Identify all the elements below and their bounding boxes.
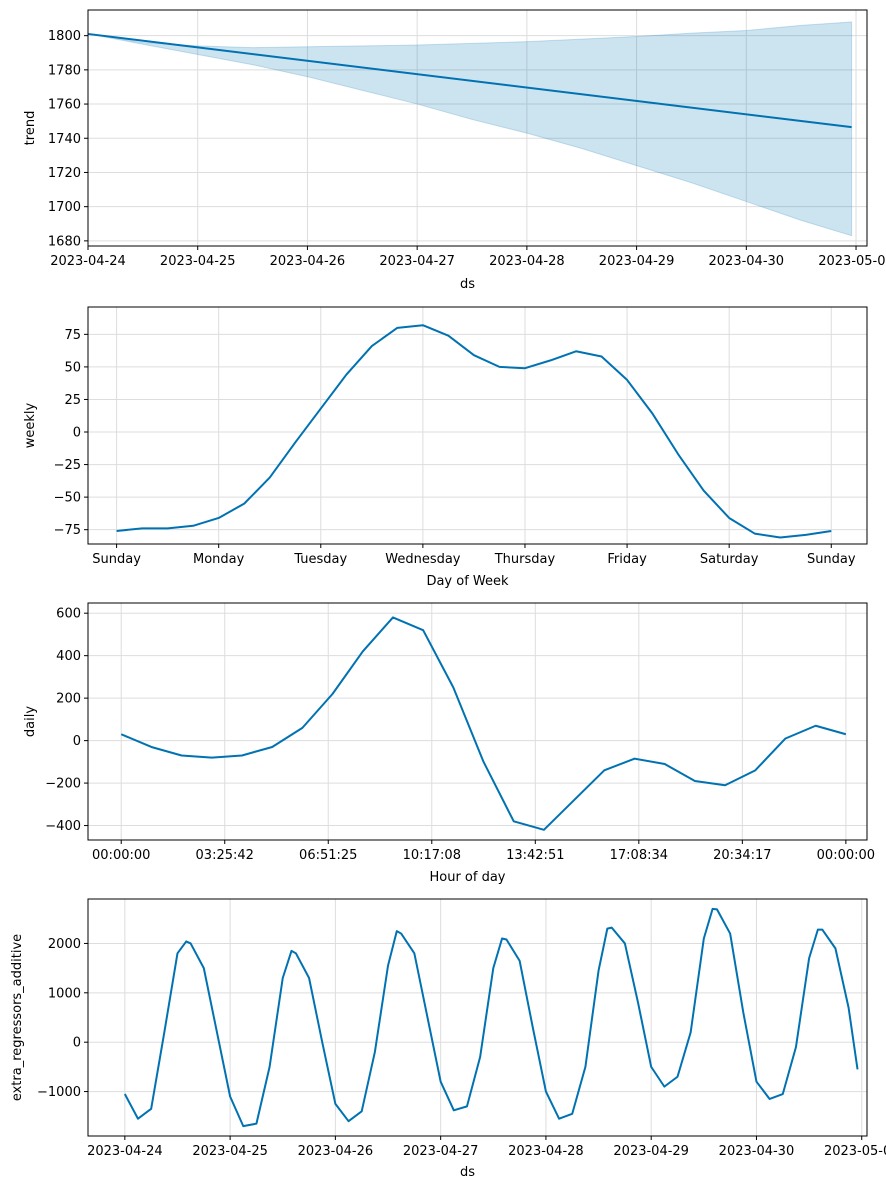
x-tick-label: 13:42:51 [506,848,564,863]
series-line [87,32,852,129]
y-axis-label: daily [23,706,38,737]
y-tick-label: 25 [64,393,81,408]
y-tick-label: 1760 [48,98,81,113]
y-tick-label: −50 [54,491,81,506]
x-tick-label: 00:00:00 [817,848,875,863]
x-tick-label: 2023-04-24 [50,254,126,269]
y-tick-label: 0 [73,734,81,749]
axes-frame [87,306,868,545]
x-tick-label: 20:34:17 [713,848,771,863]
x-tick-label: Thursday [494,552,556,567]
series-line [120,616,847,831]
series-line [116,324,832,539]
panel-2: Sunday Monday Tuesday Wednesday Thursday Frid… [23,306,868,589]
y-tick-label: −200 [45,777,81,792]
axes-frame [87,602,868,841]
y-tick-label: 50 [64,360,81,375]
x-tick-label: 2023-04-29 [599,254,675,269]
x-tick-label: 2023-04-24 [87,1144,163,1159]
y-tick-label: 1780 [48,63,81,78]
x-tick-label: 2023-04-27 [379,254,455,269]
y-tick-label: 1000 [48,986,81,1001]
x-tick-label: Sunday [807,552,856,567]
x-tick-label: Wednesday [385,552,461,567]
panel-3: 00:00:00 03:25:42 06:51:25 10:17:08 13:42:51… [23,602,875,885]
x-tick-label: Saturday [700,552,759,567]
y-tick-label: 1720 [48,166,81,181]
panel-4: 2023-04-24 2023-04-25 2023-04-26 2023-04-27… [10,898,886,1180]
x-tick-label: Friday [607,552,647,567]
y-tick-label: 0 [73,1036,81,1051]
x-tick-label: 00:00:00 [92,848,150,863]
y-tick-label: −75 [54,523,81,538]
x-tick-label: 2023-04-28 [508,1144,584,1159]
x-tick-label: 2023-04-25 [160,254,236,269]
axes-frame [87,9,868,247]
y-tick-label: 200 [56,692,81,707]
x-tick-label: 03:25:42 [196,848,254,863]
y-tick-label: 75 [64,328,81,343]
x-tick-label: 2023-04-26 [298,1144,374,1159]
uncertainty-band [87,21,853,237]
y-tick-label: 400 [56,649,81,664]
x-tick-label: 2023-04-29 [613,1144,689,1159]
axes-frame [87,898,868,1137]
y-tick-label: 1800 [48,29,81,44]
x-axis-label: ds [460,1165,475,1180]
y-tick-label: 1680 [48,234,81,249]
y-tick-label: 1740 [48,132,81,147]
y-tick-label: −25 [54,458,81,473]
x-tick-label: 10:17:08 [403,848,461,863]
x-tick-label: 06:51:25 [299,848,357,863]
panel-1: 2023-04-24 2023-04-25 2023-04-26 2023-04-27… [23,9,886,292]
x-tick-label: 2023-04-26 [270,254,346,269]
x-tick-label: 2023-05-01 [824,1144,886,1159]
x-tick-label: 2023-05-01 [818,254,886,269]
x-tick-label: 2023-04-27 [403,1144,479,1159]
y-axis-label: extra_regressors_additive [10,934,25,1101]
x-axis-label: Hour of day [429,870,505,885]
x-tick-label: 2023-04-25 [192,1144,268,1159]
y-tick-label: 2000 [48,937,81,952]
x-axis-label: ds [460,277,475,292]
x-tick-label: 2023-04-28 [489,254,565,269]
y-axis-label: trend [23,111,38,146]
x-tick-label: Tuesday [293,552,347,567]
y-tick-label: 0 [73,426,81,441]
series-line [123,907,859,1128]
y-tick-label: 600 [56,607,81,622]
x-tick-label: Sunday [92,552,141,567]
x-tick-label: Monday [193,552,245,567]
x-axis-label: Day of Week [426,574,509,589]
y-tick-label: 1700 [48,200,81,215]
x-tick-label: 2023-04-30 [709,254,785,269]
x-tick-label: 17:08:34 [610,848,668,863]
y-axis-label: weekly [23,402,38,448]
y-tick-label: −1000 [37,1085,81,1100]
y-tick-label: −400 [45,819,81,834]
x-tick-label: 2023-04-30 [719,1144,795,1159]
